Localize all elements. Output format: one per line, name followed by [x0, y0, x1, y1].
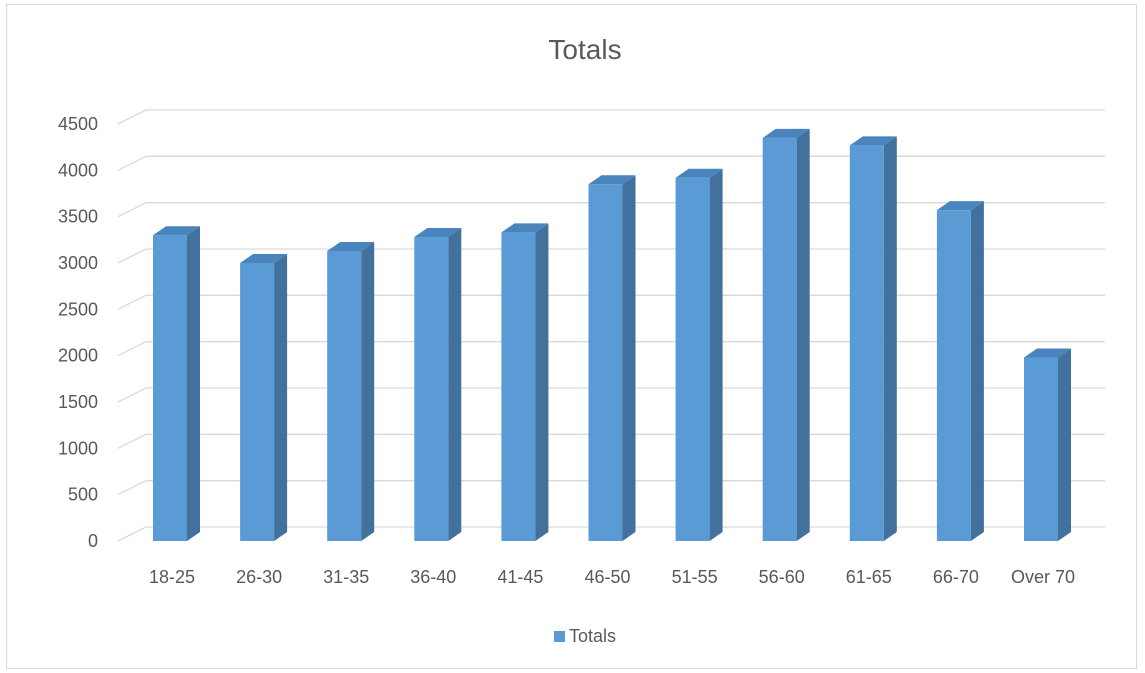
bar-56-60 [762, 128, 810, 541]
bar-top [762, 128, 810, 138]
y-tick-label: 4000 [58, 160, 98, 180]
gridline-floor-4 [117, 341, 147, 357]
bar-side [448, 228, 462, 541]
x-tick-label: 26-30 [236, 567, 282, 587]
bar-side [622, 175, 636, 541]
bars [153, 128, 1071, 542]
bar-top [1024, 348, 1071, 358]
legend: Totals [554, 626, 616, 646]
bar-top [936, 201, 984, 211]
gridline-floor-0 [117, 526, 147, 542]
gridline-floor-6 [117, 248, 147, 264]
bar-26-30 [240, 254, 288, 541]
bar-front [153, 235, 187, 541]
legend-label: Totals [569, 626, 616, 646]
y-tick-label: 1500 [58, 392, 98, 412]
bar-side [274, 254, 288, 541]
bar-31-35 [327, 241, 375, 541]
bar-front [762, 137, 797, 541]
gridline-floor-5 [117, 294, 147, 310]
bar-front [936, 210, 971, 541]
bar-18-25 [153, 226, 200, 541]
gridline-floor-8 [117, 155, 147, 171]
y-tick-label: 2000 [58, 346, 98, 366]
bar-side [1058, 348, 1071, 541]
bar-front [240, 263, 275, 541]
bar-side [187, 226, 200, 541]
bar-top [588, 175, 636, 185]
x-tick-label: 51-55 [672, 567, 718, 587]
y-tick-label: 500 [68, 485, 98, 505]
bar-66-70 [936, 201, 984, 541]
bar-side [970, 201, 984, 541]
bar-top [153, 226, 200, 236]
bar-front [675, 177, 710, 541]
gridline-floor-3 [117, 387, 147, 403]
gridline-floor-1 [117, 480, 147, 496]
bar-36-40 [414, 228, 462, 541]
bar-side [709, 168, 723, 541]
x-tick-label: 46-50 [584, 567, 630, 587]
bar-front [501, 232, 536, 542]
x-tick-label: 18-25 [149, 567, 195, 587]
bar-side [883, 136, 897, 541]
y-tick-label: 2500 [58, 299, 98, 319]
bar-top [240, 254, 288, 263]
bar-top [849, 136, 897, 146]
bar-front [849, 145, 884, 541]
bar-top [414, 228, 462, 238]
y-tick-label: 0 [88, 531, 98, 551]
x-tick-label: 61-65 [846, 567, 892, 587]
x-tick-label: 66-70 [933, 567, 979, 587]
bar-front [1024, 357, 1058, 541]
legend-swatch [554, 631, 565, 642]
bar-front [414, 237, 449, 541]
x-tick-label: 56-60 [759, 567, 805, 587]
y-tick-label: 3500 [58, 207, 98, 227]
gridline-floor-7 [117, 202, 147, 218]
bar-Over 70 [1024, 348, 1071, 541]
bar-61-65 [849, 136, 897, 541]
bar-side [361, 241, 375, 541]
y-tick-label: 3000 [58, 253, 98, 273]
bar-top [327, 241, 375, 251]
bar-side [796, 128, 810, 541]
x-tick-label: 36-40 [410, 567, 456, 587]
x-tick-label: Over 70 [1011, 567, 1075, 587]
gridline-floor-2 [117, 433, 147, 449]
bar-top [675, 168, 723, 178]
y-tick-label: 4500 [58, 114, 98, 134]
bar-top [501, 223, 549, 233]
x-tick-label: 31-35 [323, 567, 369, 587]
x-tick-label: 41-45 [497, 567, 543, 587]
bar-side [535, 223, 549, 542]
chart-title: Totals [548, 34, 621, 65]
bar-46-50 [588, 175, 636, 541]
bar-51-55 [675, 168, 723, 541]
bar-front [588, 184, 623, 541]
y-tick-label: 1000 [58, 438, 98, 458]
bar-41-45 [501, 223, 549, 542]
y-axis-tick-labels: 0 500 1000 1500 2000 2500 3000 3500 4000 4500 [58, 114, 98, 551]
x-axis-tick-labels: 18-25 26-30 31-35 36-40 41-45 46-50 51-55 56-60… [149, 567, 1075, 587]
gridline-floor-9 [117, 109, 147, 125]
bar-front [327, 250, 362, 541]
